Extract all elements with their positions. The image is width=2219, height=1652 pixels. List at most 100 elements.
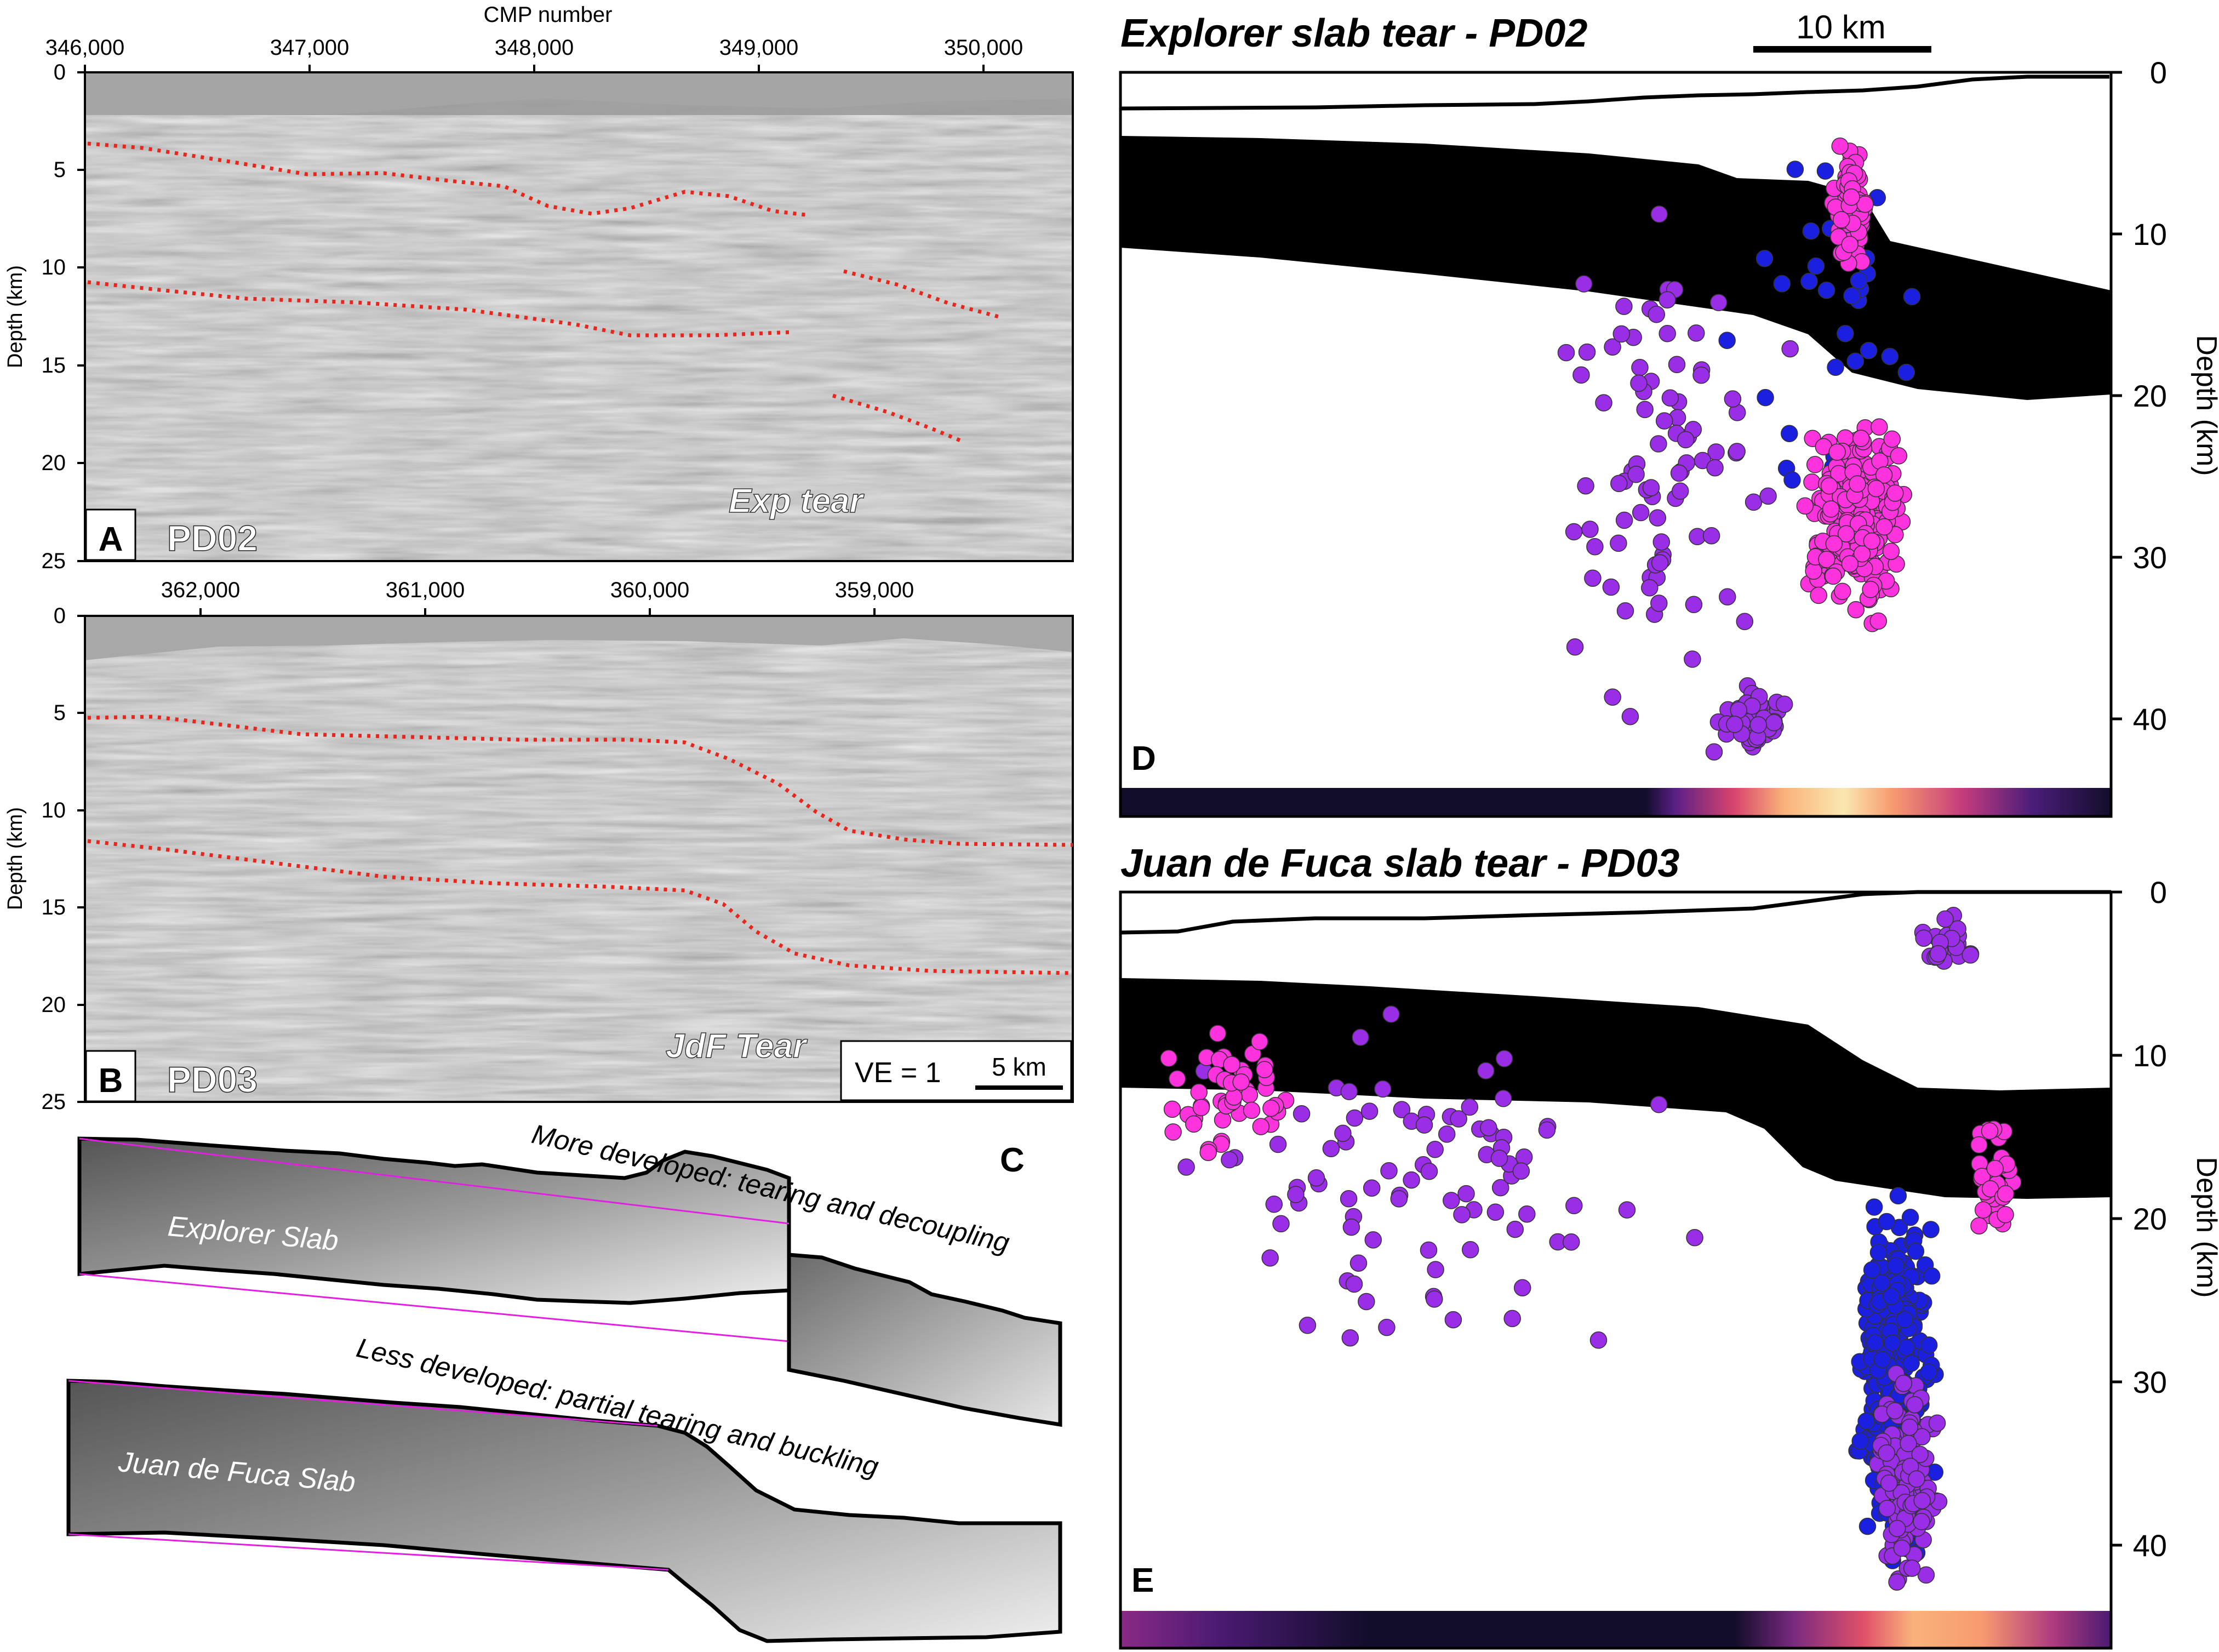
earthquake-marker [1781, 340, 1799, 358]
earthquake-marker [1970, 1136, 1988, 1154]
earthquake-marker [1917, 1566, 1935, 1584]
earthquake-marker [1886, 484, 1904, 502]
earthquake-marker [1658, 291, 1676, 308]
earthquake-marker [1841, 236, 1858, 254]
earthquake-marker [1822, 500, 1840, 518]
earthquake-marker [1658, 324, 1676, 342]
panel-e-ytick: 40 [2133, 1528, 2167, 1563]
earthquake-marker [1232, 1073, 1250, 1091]
earthquake-marker [1749, 716, 1767, 734]
earthquake-marker [1757, 388, 1774, 407]
panel-e-slab [1120, 978, 2111, 1199]
panel-a-ytick: 20 [42, 451, 66, 475]
panel-b-ytick: 0 [54, 604, 66, 628]
earthquake-marker [1352, 1028, 1369, 1046]
panel-a-xtick: 349,000 [719, 36, 799, 60]
earthquake-marker [1610, 534, 1627, 552]
panel-e-ytick: 10 [2133, 1038, 2167, 1073]
earthquake-marker [1160, 1049, 1177, 1067]
earthquake-marker [1887, 1257, 1905, 1274]
earthquake-marker [1586, 538, 1604, 556]
earthquake-marker [1415, 1116, 1433, 1134]
earthquake-marker [1706, 459, 1724, 477]
earthquake-marker [1889, 1187, 1907, 1205]
earthquake-marker [1618, 1201, 1636, 1219]
panel-a-seismic-image [85, 72, 1073, 561]
earthquake-marker [1882, 542, 1900, 560]
earthquake-marker [1199, 1144, 1217, 1161]
earthquake-marker [1685, 596, 1703, 614]
earthquake-marker [1341, 1329, 1359, 1347]
earthquake-marker [1577, 477, 1594, 495]
earthquake-marker [1438, 1125, 1456, 1143]
earthquake-marker [1349, 1254, 1368, 1272]
earthquake-marker [1961, 946, 1980, 964]
earthquake-marker [1878, 1444, 1896, 1462]
earthquake-marker [1719, 588, 1736, 606]
panel-d-title: Explorer slab tear - PD02 [1120, 12, 1587, 55]
earthquake-marker [1831, 137, 1849, 155]
panel-d-letter: D [1131, 740, 1156, 778]
earthquake-marker [1867, 479, 1885, 498]
panel-d-ytick: 40 [2133, 702, 2167, 736]
earthquake-marker [1970, 1217, 1988, 1234]
earthquake-marker [1893, 1539, 1911, 1557]
earthquake-marker [1843, 188, 1860, 206]
earthquake-marker [1709, 294, 1728, 311]
earthquake-marker [1209, 1025, 1227, 1042]
earthquake-marker [1589, 1331, 1608, 1349]
earthquake-marker [1837, 325, 1854, 342]
earthquake-marker [1566, 638, 1584, 656]
earthquake-marker [1745, 493, 1763, 511]
panel-e-seafloor [1120, 890, 2111, 935]
earthquake-marker [1661, 389, 1679, 407]
earthquake-marker [1655, 412, 1673, 430]
earthquake-marker [1403, 1171, 1420, 1189]
earthquake-marker [1340, 1190, 1358, 1208]
earthquake-marker [1728, 443, 1746, 460]
earthquake-marker [1650, 595, 1668, 612]
earthquake-marker [1908, 1470, 1925, 1488]
earthquake-marker [1631, 358, 1649, 376]
earthquake-marker [1604, 688, 1621, 706]
earthquake-marker [1849, 475, 1866, 493]
panel-a-seismic-section: CMP number 346,000 347,000 348,000 349,0… [4, 3, 1074, 573]
panel-b-letter: B [99, 1062, 123, 1100]
earthquake-marker [1342, 1218, 1360, 1236]
earthquake-marker [1705, 743, 1723, 761]
earthquake-marker [1686, 1228, 1703, 1247]
earthquake-marker [1390, 1190, 1408, 1208]
panel-e-ytick: 0 [2150, 875, 2167, 910]
earthquake-marker [1538, 1121, 1556, 1139]
panel-b-seismic-image [85, 616, 1073, 1102]
panel-b-scale-label: 5 km [992, 1053, 1046, 1081]
earthquake-marker [1911, 1445, 1929, 1464]
panel-b-seismic-section: 362,000 361,000 360,000 359,000 0 5 10 1… [4, 578, 1074, 1114]
earthquake-marker [1873, 1274, 1891, 1291]
earthquake-marker [1621, 707, 1639, 725]
earthquake-marker [1851, 1432, 1869, 1450]
earthquake-marker [1572, 366, 1590, 384]
earthquake-marker [1491, 1179, 1509, 1197]
earthquake-marker [1810, 586, 1827, 604]
earthquake-marker [1997, 1206, 2014, 1224]
panel-b-pick-lower [87, 839, 1073, 975]
panel-d-ytick: 0 [2150, 55, 2167, 90]
panel-a-name: PD02 [167, 518, 258, 558]
earthquake-marker [1627, 466, 1645, 483]
earthquake-marker [1881, 347, 1899, 365]
earthquake-marker [1863, 532, 1881, 550]
earthquake-marker [1495, 1090, 1512, 1107]
earthquake-marker [1450, 1110, 1467, 1128]
earthquake-marker [1882, 1288, 1900, 1305]
earthquake-marker [1773, 275, 1791, 293]
panel-a-ytick: 15 [42, 353, 66, 378]
earthquake-marker [1920, 1336, 1938, 1354]
earthquake-marker [1923, 1267, 1941, 1285]
earthquake-marker [1163, 1100, 1181, 1118]
explorer-slab-detached [787, 1253, 1062, 1427]
panel-a-letter: A [99, 521, 123, 558]
earthquake-marker [1702, 527, 1720, 545]
earthquake-marker [1265, 1196, 1283, 1213]
earthquake-marker [1565, 1197, 1583, 1215]
